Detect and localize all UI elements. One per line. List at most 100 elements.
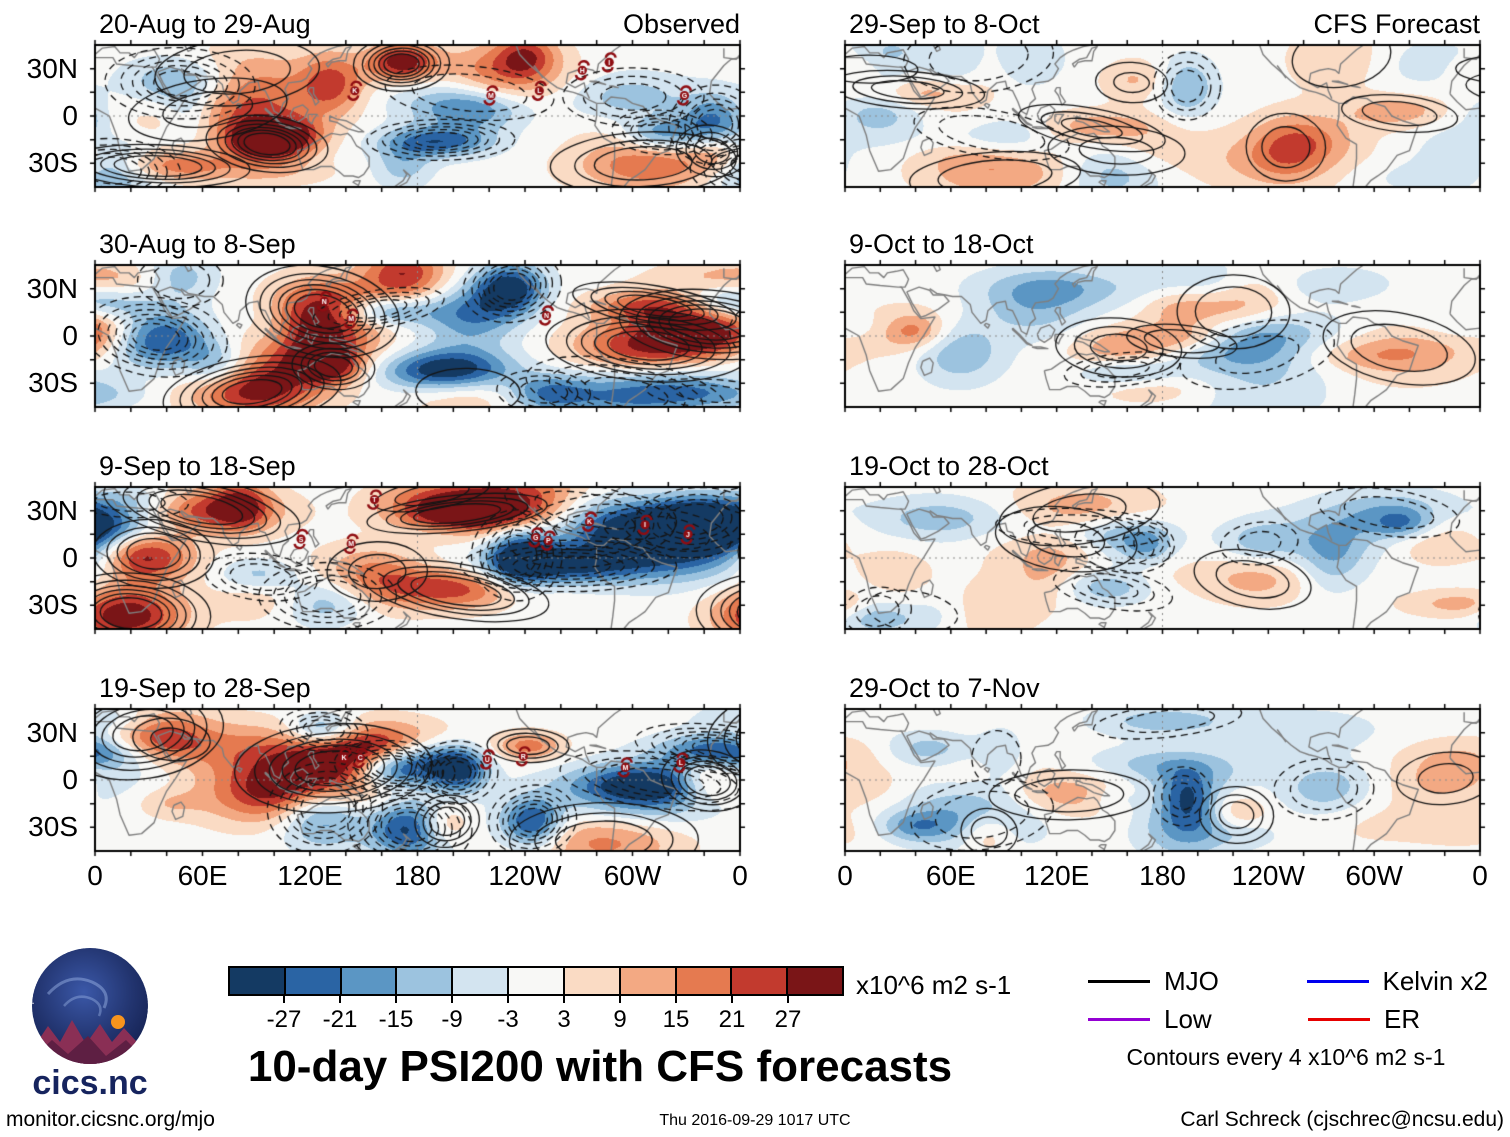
colorbar-cell [788,968,842,994]
lon-tick-label: 180 [394,860,441,891]
colorbar-cell [230,968,286,994]
colorbar-cell [620,968,677,994]
map-observed-row1 [86,36,749,196]
colorbar-cell [676,968,733,994]
lon-tick-label: 60W [1345,860,1403,891]
colorbar-tick-label: -15 [378,1006,414,1033]
map-forecast-row3 [836,478,1489,638]
colorbar-tick-label: 21 [718,1006,746,1033]
legend-item-mjo: MJO [1088,966,1307,997]
colorbar-tick [507,996,509,1003]
contour-legend: MJO Kelvin x2 Low ER Contours every 4 x1… [1088,962,1488,1071]
colorbar-cell [564,968,621,994]
lon-tick-label: 120E [1023,860,1090,891]
lon-tick-label: 120E [277,860,343,891]
panel-title-observed-3: 9-Sep to 18-Sep [99,451,296,481]
er-line-swatch [1308,1017,1370,1021]
colorbar-tick [675,996,677,1003]
footer-timestamp: Thu 2016-09-29 1017 UTC [659,1112,851,1129]
colorbar-tick [395,996,397,1003]
logo-sun [111,1015,125,1029]
lat-tick-label: 30S [28,147,78,179]
panel-title-forecast-1: 29-Sep to 8-Oct [849,9,1040,39]
lat-tick-label: 0 [62,100,78,131]
lon-tick-label: 60E [925,860,976,891]
lat-tick-label: 30N [26,716,78,748]
lon-tick-label: 180 [1139,860,1186,891]
colorbar-cells [228,966,844,996]
panel-title-observed-1: 20-Aug to 29-Aug [99,9,311,39]
lat-tick-label: 0 [62,320,78,351]
colorbar-tick-label: 9 [613,1006,627,1033]
colorbar-tick [339,996,341,1003]
map-forecast-row1 [836,36,1489,196]
colorbar: -27 -21 -15 -9 -3 3 9 15 21 27 [228,966,844,1033]
lon-tick-label: 60W [603,860,662,891]
legend-label-mjo: MJO [1164,965,1219,996]
lon-tick-label: 0 [837,860,853,891]
legend-label-er: ER [1384,1003,1421,1034]
map-observed-row3 [86,478,749,638]
legend-row-1: MJO Kelvin x2 [1088,962,1488,1000]
lat-tick-label: 30S [28,367,78,399]
cics-logo: Cooperative Institute for Climate and Sa… [24,944,156,1102]
colorbar-tick-label: 3 [557,1006,571,1033]
panel-title-observed-2: 30-Aug to 8-Sep [99,229,296,259]
colorbar-tick-label: -9 [441,1006,463,1033]
lon-tick-label: 0 [732,860,748,891]
lat-tick-label: 30N [26,272,78,304]
lat-tick-label: 30N [26,494,78,526]
colorbar-tick [451,996,453,1003]
colorbar-cell [285,968,342,994]
legend-item-er: ER [1308,1004,1420,1035]
colorbar-cell [341,968,398,994]
lat-tick-label: 30N [26,52,78,84]
colorbar-tick-label: -21 [322,1006,358,1033]
colorbar-tick-label: -27 [266,1006,302,1033]
colorbar-tick [283,996,285,1003]
panel-title-forecast-4: 29-Oct to 7-Nov [849,673,1040,703]
lat-tick-label: 0 [62,764,78,795]
column-header-observed: Observed [622,9,740,39]
column-header-cfs-forecast: CFS Forecast [1313,9,1480,39]
legend-item-kelvin: Kelvin x2 [1306,965,1489,997]
colorbar-tick [563,996,565,1003]
colorbar-cell [509,968,565,994]
map-forecast-row4 [836,700,1489,860]
contour-interval-note: Contours every 4 x10^6 m2 s-1 [1126,1044,1446,1070]
colorbar-cell [397,968,454,994]
colorbar-tick-label: 15 [662,1006,690,1033]
colorbar-unit: x10^6 m2 s-1 [856,970,1012,1000]
low-line-swatch [1088,1017,1150,1021]
legend-label-low: Low [1164,1003,1212,1034]
figure-title: 10-day PSI200 with CFS forecasts [247,1042,953,1091]
colorbar-tick [731,996,733,1003]
panel-title-forecast-3: 19-Oct to 28-Oct [849,451,1049,481]
colorbar-tick-label: 27 [774,1006,802,1033]
colorbar-tick-label: -3 [497,1006,519,1033]
map-forecast-row2 [836,256,1489,416]
colorbar-tick [787,996,789,1003]
lon-tick-label: 120W [1231,860,1305,891]
legend-item-low: Low [1088,1004,1308,1035]
logo-mountains-front [32,1036,148,1064]
logo-swirl-inner [63,995,102,1017]
legend-row-2: Low ER [1088,1000,1488,1038]
lon-tick-label: 120W [488,860,562,891]
kelvin-line-swatch [1306,979,1369,983]
map-observed-row2 [86,256,749,416]
mjo-line-swatch [1088,979,1150,983]
legend-label-kelvin: Kelvin x2 [1382,965,1489,996]
colorbar-cell [453,968,510,994]
colorbar-cell [732,968,789,994]
lat-tick-label: 30S [28,811,78,843]
colorbar-tick [619,996,621,1003]
panel-title-forecast-2: 9-Oct to 18-Oct [849,229,1034,259]
footer-author: Carl Schreck (cjschrec@ncsu.edu) [1180,1108,1504,1131]
lon-tick-label: 60E [177,860,228,891]
map-observed-row4 [86,700,749,860]
footer-url: monitor.cicsnc.org/mjo [6,1108,215,1131]
lat-tick-label: 30S [28,589,78,621]
panel-title-observed-4: 19-Sep to 28-Sep [99,673,311,703]
